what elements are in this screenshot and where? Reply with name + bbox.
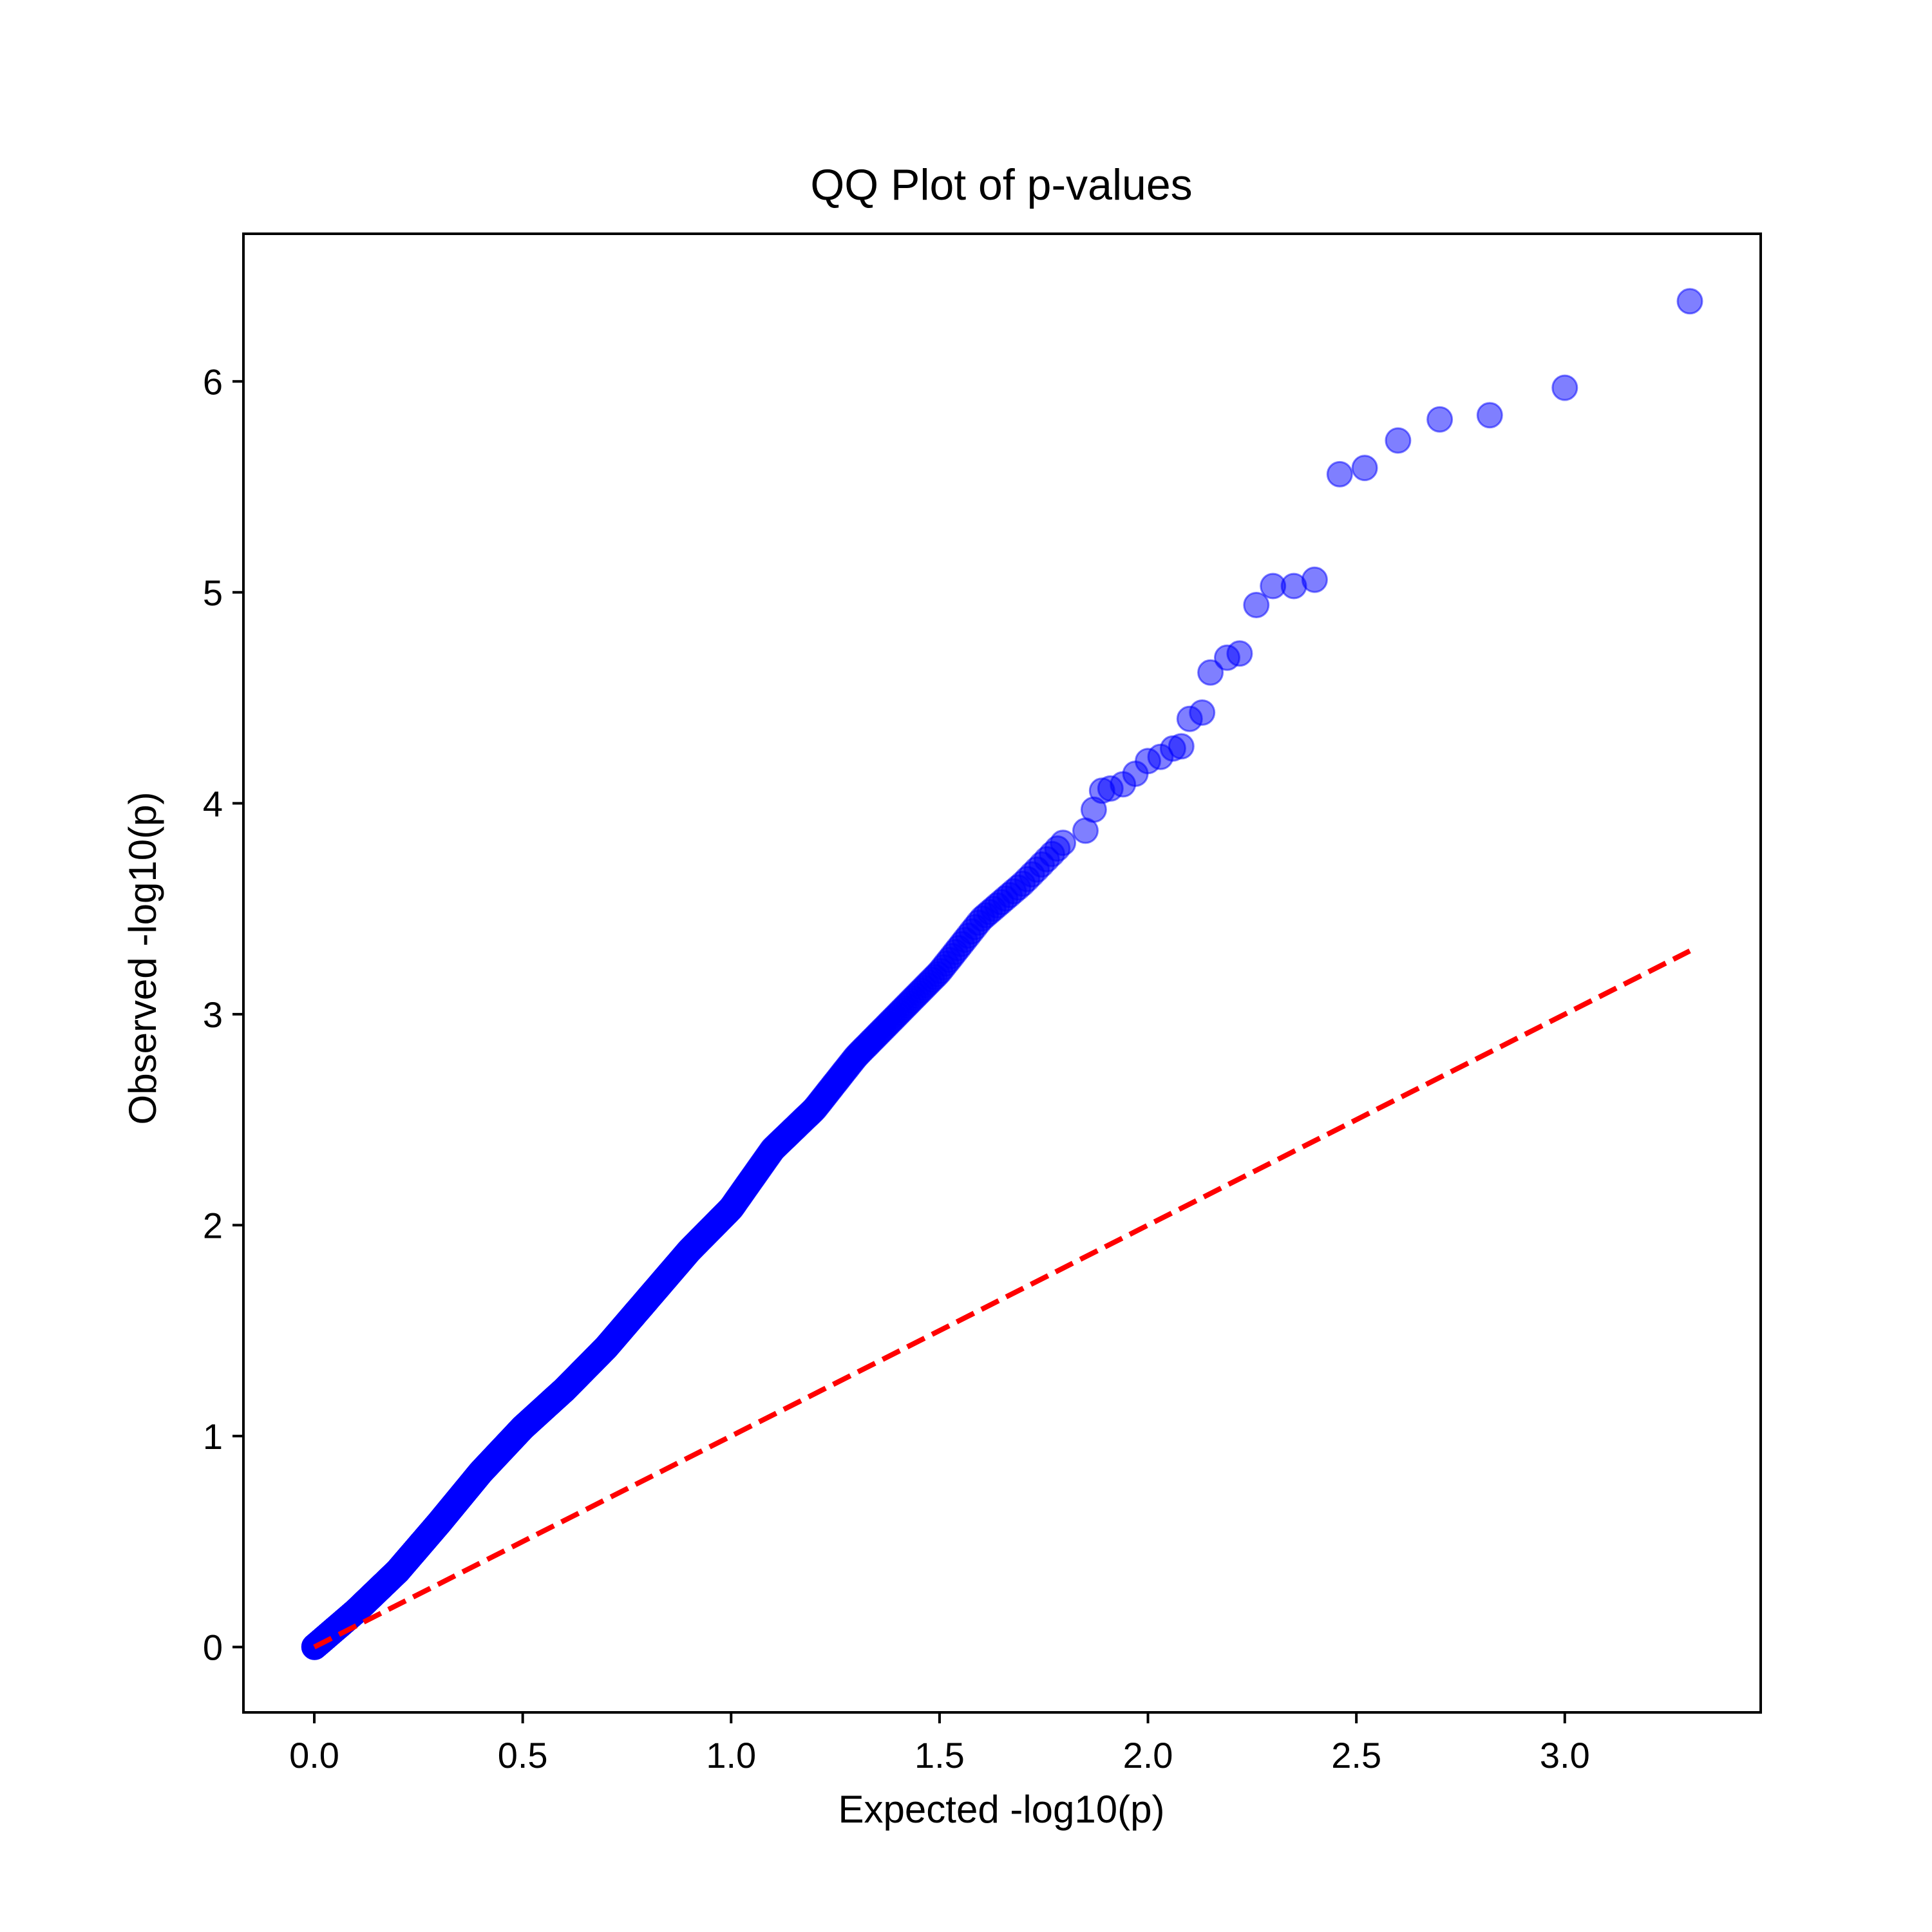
data-point (1168, 733, 1195, 760)
x-tick-label: 3.0 (1540, 1735, 1590, 1776)
x-tick-label: 1.5 (914, 1735, 965, 1776)
data-point (1301, 566, 1328, 593)
data-point (1326, 460, 1353, 488)
y-tick-label: 6 (203, 361, 223, 402)
data-point (1426, 406, 1454, 433)
data-point (1226, 640, 1253, 667)
x-tick-label: 1.0 (706, 1735, 756, 1776)
chart-title: QQ Plot of p-values (810, 160, 1192, 209)
y-axis-label: Observed -log10(p) (121, 792, 164, 1125)
y-tick-label: 0 (203, 1627, 223, 1667)
y-tick-label: 5 (203, 573, 223, 613)
x-tick-label: 0.5 (498, 1735, 548, 1776)
x-axis-label: Expected -log10(p) (838, 1788, 1165, 1831)
data-point (1189, 699, 1216, 726)
y-tick-label: 2 (203, 1205, 223, 1245)
data-point (1676, 288, 1703, 315)
x-tick-label: 2.5 (1331, 1735, 1381, 1776)
x-tick-label: 2.0 (1123, 1735, 1173, 1776)
y-tick-label: 1 (203, 1416, 223, 1457)
x-tick-label: 0.0 (289, 1735, 339, 1776)
data-point (1551, 374, 1578, 401)
data-point (1243, 592, 1270, 618)
data-points (301, 288, 1703, 1660)
data-point (1385, 427, 1412, 454)
y-tick-label: 4 (203, 783, 223, 824)
data-point (1476, 402, 1503, 429)
y-tick-label: 3 (203, 994, 223, 1035)
data-point (1351, 455, 1378, 482)
